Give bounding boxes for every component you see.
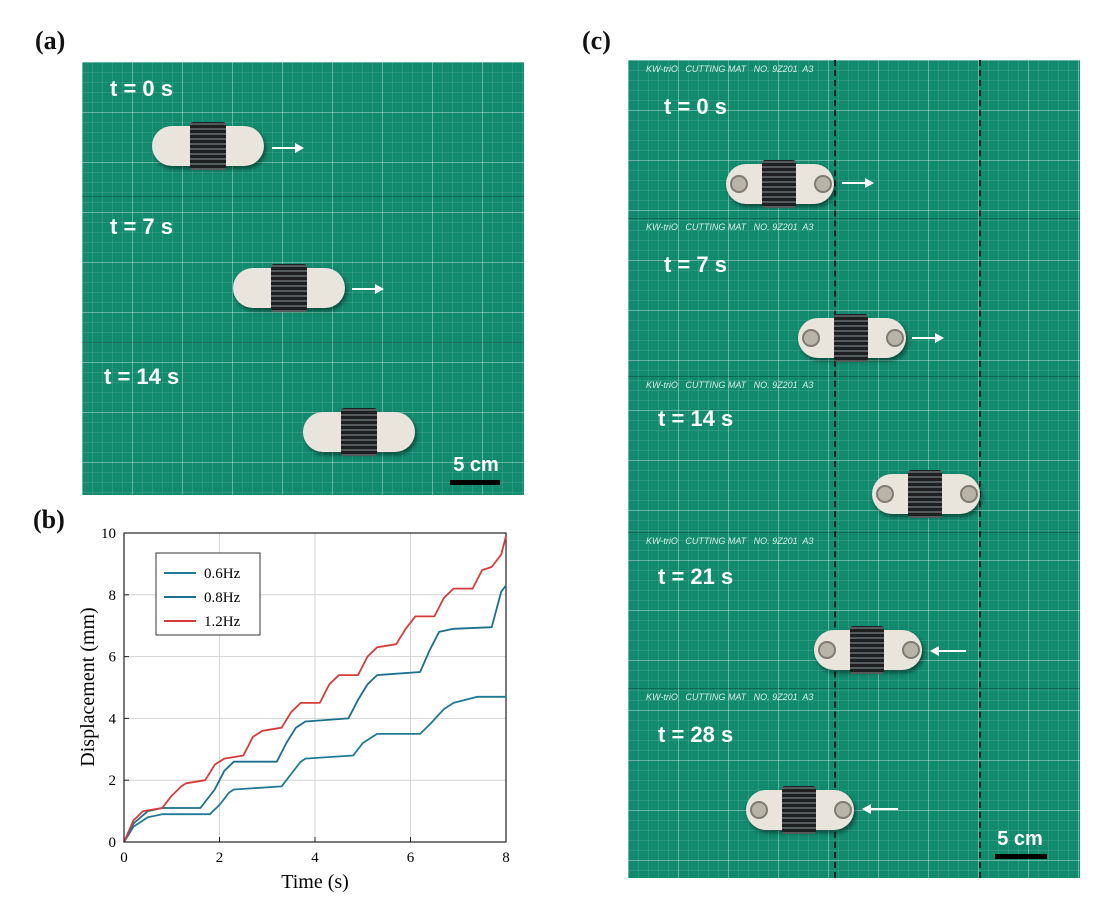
panel-label-b: (b) [33,505,65,534]
frame-divider [628,218,1080,219]
x-tick-label: 8 [502,850,510,866]
legend-entry: 0.6Hz [204,566,241,582]
y-tick-label: 10 [101,526,116,542]
legend-box [155,552,261,636]
robot-bolt [886,329,904,347]
mat-brand-text: KW-triO CUTTING MAT NO. 9Z201 A3 [646,692,814,702]
y-tick-label: 0 [109,835,117,851]
robot-coil [341,408,377,456]
time-label: t = 0 s [664,94,727,119]
direction-arrow-right [842,178,874,188]
time-label: t = 14 s [104,364,180,389]
robot-coil [190,122,226,170]
scale-label: 5 cm [997,828,1043,850]
mat-brand-text: KW-triO CUTTING MAT NO. 9Z201 A3 [646,64,814,74]
direction-arrow-right [352,284,384,294]
scale-label: 5 cm [453,454,499,476]
robot-coil [834,314,868,362]
x-tick-label: 6 [407,850,415,866]
y-tick-label: 2 [109,773,117,789]
mat-brand-text: KW-triO CUTTING MAT NO. 9Z201 A3 [646,380,814,390]
panel-label-c: (c) [582,26,611,55]
panel-a-photo: t = 0 s t = 7 s t = 14 s 5 cm [82,62,524,495]
scale-bar [450,480,500,485]
time-label: t = 14 s [658,406,734,431]
y-tick-label: 4 [109,711,117,727]
robot [872,470,980,518]
robot-bolt [818,641,836,659]
robot-coil [271,264,307,312]
legend-entry: 0.8Hz [204,590,241,606]
robot-bolt [960,485,978,503]
y-axis-label: Displacement (mm) [77,607,99,766]
x-tick-label: 4 [311,850,319,866]
direction-arrow-left [930,646,966,656]
robot [152,122,264,170]
chart-series [123,535,507,843]
chart-legend: 0.6Hz 0.8Hz 1.2Hz [155,552,261,636]
x-tick-label: 2 [216,850,224,866]
frame-divider [628,688,1080,689]
robot [814,626,922,674]
time-label: t = 7 s [110,214,173,239]
series-line-3 [123,535,507,843]
robot [726,160,834,208]
frame-divider [628,532,1080,533]
frame-divider [82,196,524,197]
robot [798,314,906,362]
robot-bolt [750,801,768,819]
series-line-1 [123,695,506,843]
series-line-2 [123,584,507,843]
time-label: t = 21 s [658,564,734,589]
scale-bar [995,854,1047,859]
robot-bolt [902,641,920,659]
reference-line [834,60,836,878]
robot-bolt [876,485,894,503]
x-tick-label: 0 [120,850,128,866]
x-axis-label: Time (s) [281,871,349,893]
frame-divider [628,376,1080,377]
robot-coil [908,470,942,518]
robot [303,408,415,456]
y-tick-label: 8 [109,588,117,604]
direction-arrow-left [862,804,898,814]
y-tick-label: 6 [109,650,117,666]
legend-entry: 1.2Hz [204,614,241,630]
robot-bolt [814,175,832,193]
robot [746,786,854,834]
robot-coil [850,626,884,674]
robot [233,264,345,312]
chart-ticks: 0 2 4 6 8 0 2 4 6 8 10 [101,526,510,866]
robot-bolt [802,329,820,347]
robot-coil [782,786,816,834]
time-label: t = 0 s [110,76,173,101]
time-label: t = 7 s [664,252,727,277]
panel-label-a: (a) [35,26,66,55]
robot-bolt [730,175,748,193]
robot-coil [762,160,796,208]
direction-arrow-right [912,333,944,343]
time-label: t = 28 s [658,722,734,747]
frame-divider [82,342,524,343]
robot-bolt [834,801,852,819]
mat-brand-text: KW-triO CUTTING MAT NO. 9Z201 A3 [646,536,814,546]
direction-arrow-right [272,143,304,153]
panel-c-photo: KW-triO CUTTING MAT NO. 9Z201 A3 t = 0 s… [628,60,1080,878]
mat-brand-text: KW-triO CUTTING MAT NO. 9Z201 A3 [646,222,814,232]
reference-line [979,60,981,878]
